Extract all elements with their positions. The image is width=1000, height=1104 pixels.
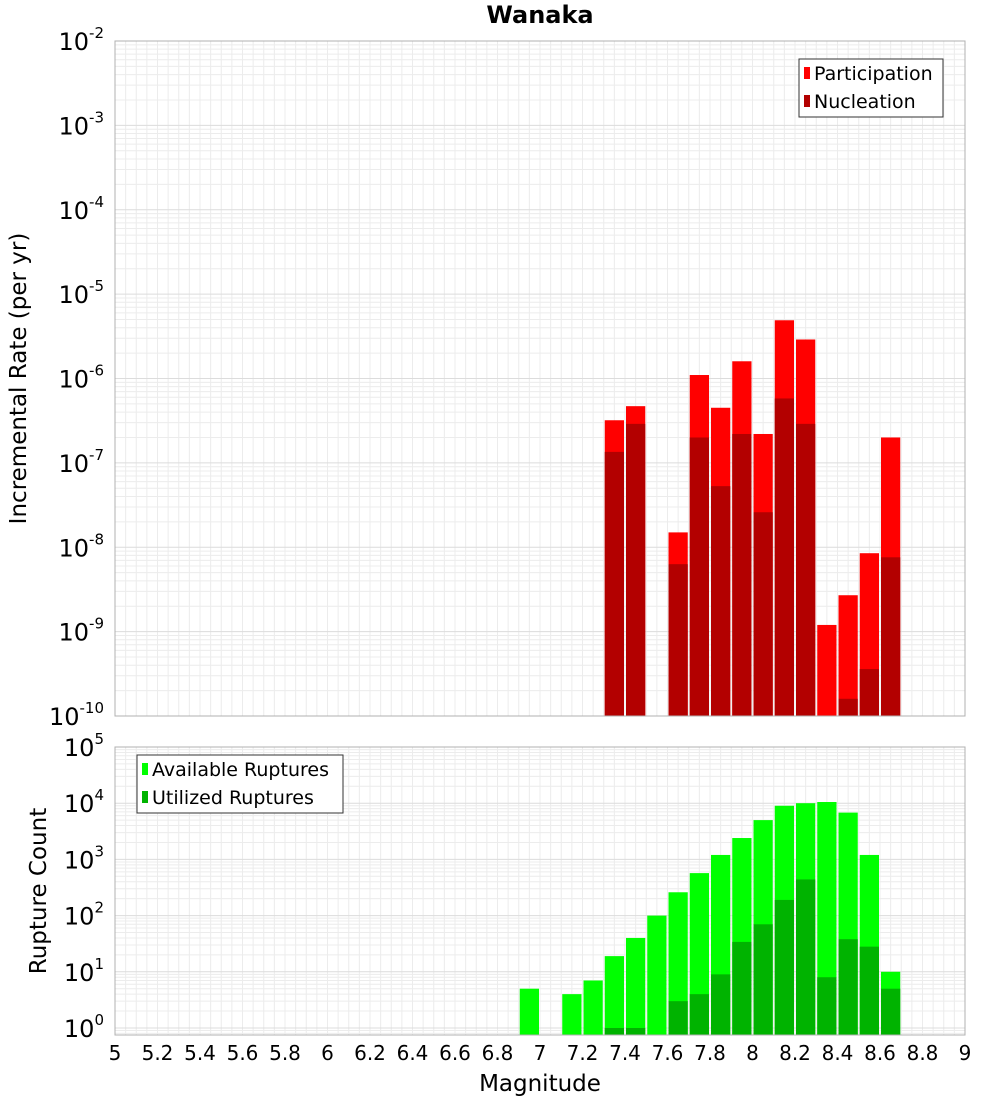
bar-utilized-ruptures	[711, 974, 731, 1035]
y-tick-label: 10-6	[58, 362, 104, 394]
bar-utilized-ruptures	[881, 988, 901, 1035]
x-tick-label: 5.6	[227, 1041, 259, 1065]
x-tick-label: 5.4	[184, 1041, 216, 1065]
x-tick-label: 8.4	[822, 1041, 854, 1065]
plot-border	[114, 746, 966, 1036]
bar-utilized-ruptures	[838, 939, 858, 1035]
y-tick-label: 100	[64, 1011, 104, 1043]
bar-nucleation	[689, 437, 709, 716]
bar-nucleation	[753, 512, 773, 716]
bar-nucleation	[796, 423, 816, 716]
legend-swatch	[142, 763, 148, 775]
bar-nucleation	[881, 557, 901, 716]
x-tick-label: 5.8	[269, 1041, 301, 1065]
x-tick-label: 7.6	[652, 1041, 684, 1065]
y-tick-label: 10-5	[58, 277, 104, 309]
y-tick-label: 102	[64, 899, 104, 931]
legend-label: Nucleation	[814, 91, 916, 113]
bar-utilized-ruptures	[732, 941, 752, 1035]
bar-utilized-ruptures	[626, 1027, 646, 1035]
bar-nucleation	[859, 669, 879, 716]
chart-title: Wanaka	[486, 1, 593, 29]
bar-nucleation	[838, 698, 858, 716]
series-nucleation	[604, 398, 901, 716]
bar-utilized-ruptures	[817, 977, 837, 1035]
x-tick-label: 8	[746, 1041, 759, 1065]
bar-nucleation	[626, 423, 646, 716]
bar-nucleation	[732, 433, 752, 716]
x-tick-label: 7.8	[694, 1041, 726, 1065]
y-tick-label: 10-4	[58, 193, 104, 225]
bar-nucleation	[711, 486, 731, 716]
series-utilized-ruptures	[604, 879, 901, 1035]
plot-border	[114, 40, 966, 717]
bar-participation	[817, 624, 837, 716]
x-tick-label: 8.6	[864, 1041, 896, 1065]
y-tick-label: 10-3	[58, 108, 104, 140]
y-tick-label: 10-2	[58, 24, 104, 56]
x-axis-title: Magnitude	[479, 1071, 601, 1097]
y-tick-label: 10-9	[58, 615, 104, 647]
y-axis-title: Incremental Rate (per yr)	[6, 233, 32, 525]
legend-swatch	[142, 791, 148, 803]
x-tick-label: 8.8	[907, 1041, 939, 1065]
bar-available-ruptures	[604, 956, 624, 1035]
x-tick-label: 5.2	[142, 1041, 174, 1065]
y-axis-title: Rupture Count	[26, 808, 52, 974]
x-tick-label: 5	[109, 1041, 122, 1065]
legend-label: Available Ruptures	[152, 759, 329, 781]
x-tick-label: 6.6	[439, 1041, 471, 1065]
x-tick-label: 7	[534, 1041, 547, 1065]
legend-swatch	[804, 67, 810, 79]
legend-label: Utilized Ruptures	[152, 787, 314, 809]
bar-nucleation	[604, 451, 624, 716]
legend-box	[136, 754, 344, 814]
bar-utilized-ruptures	[689, 994, 709, 1035]
x-tick-label: 6.4	[397, 1041, 429, 1065]
x-tick-label: 7.2	[567, 1041, 599, 1065]
bar-available-ruptures	[647, 915, 667, 1035]
legend-label: Participation	[814, 63, 933, 85]
y-tick-label: 10-7	[58, 446, 104, 478]
bar-participation	[838, 595, 858, 716]
y-tick-label: 105	[64, 730, 104, 762]
chart-panel-1: 10-2 10-3 10-4 10-5 10-6 10-7 10-8 10-9 10-10 Inc…	[6, 1, 966, 731]
legend: Participation Nucleation	[798, 58, 944, 118]
legend: Available Ruptures Utilized Ruptures	[136, 754, 344, 814]
legend-swatch	[804, 95, 810, 107]
bar-available-ruptures	[668, 892, 688, 1035]
y-tick-label: 103	[64, 842, 104, 874]
bar-utilized-ruptures	[774, 899, 794, 1035]
x-tick-label: 8.2	[779, 1041, 811, 1065]
y-tick-label: 104	[64, 786, 104, 818]
bar-utilized-ruptures	[668, 1001, 688, 1035]
x-tick-label: 6	[321, 1041, 334, 1065]
bar-utilized-ruptures	[753, 924, 773, 1035]
x-tick-label: 7.4	[609, 1041, 641, 1065]
bar-available-ruptures	[817, 802, 837, 1035]
bar-available-ruptures	[626, 937, 646, 1035]
legend-box	[798, 58, 944, 118]
y-tick-label: 10-8	[58, 530, 104, 562]
x-tick-label: 6.2	[354, 1041, 386, 1065]
x-tick-label: 9	[959, 1041, 972, 1065]
bar-utilized-ruptures	[796, 879, 816, 1035]
y-tick-label: 101	[64, 955, 104, 987]
bar-nucleation	[668, 564, 688, 716]
y-tick-label: 10-10	[49, 699, 104, 731]
bar-available-ruptures	[519, 988, 539, 1035]
bar-utilized-ruptures	[604, 1027, 624, 1035]
x-tick-label: 6.8	[482, 1041, 514, 1065]
bar-utilized-ruptures	[859, 946, 879, 1035]
chart-panel-2: 105 104 103 102 101 100 Rupture Count 5 5.2 5.4 5.…	[26, 730, 971, 1097]
bar-nucleation	[774, 398, 794, 716]
bar-available-ruptures	[562, 994, 582, 1035]
bar-available-ruptures	[583, 980, 603, 1035]
